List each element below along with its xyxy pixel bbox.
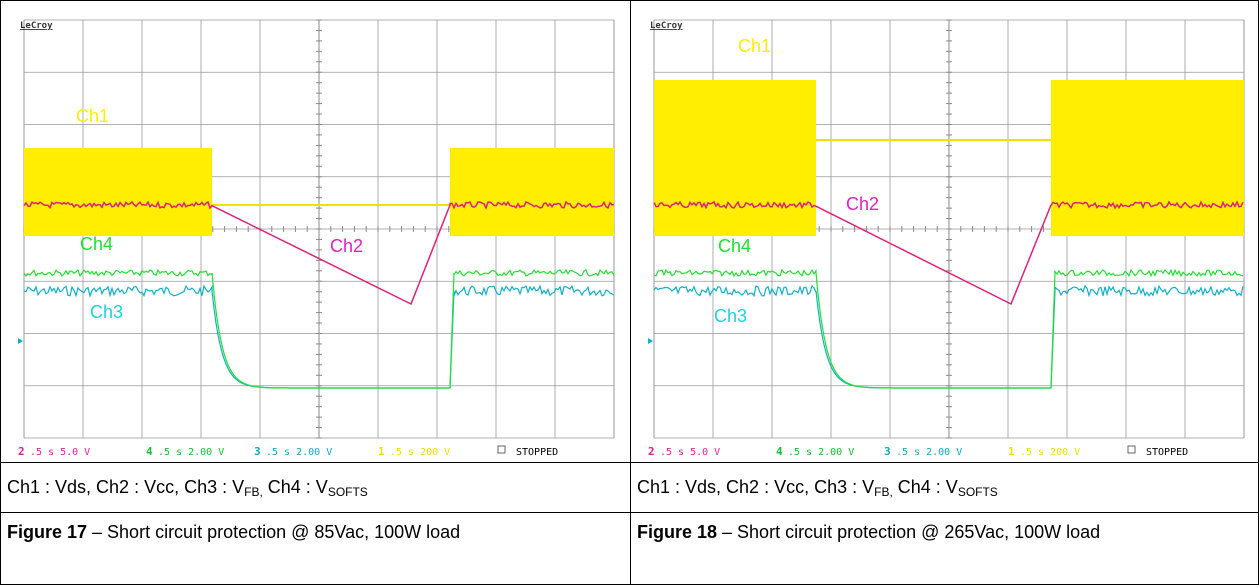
brand: LeCroy (20, 21, 53, 31)
status-channel: 1 (1008, 445, 1015, 458)
channel-label: Ch1 (738, 36, 771, 56)
ch1-trace (654, 80, 816, 236)
caption-sub: FB, (244, 485, 263, 499)
trace (653, 268, 1244, 389)
caption-text: Ch1 : Vds, Ch2 : Vcc, Ch3 : V (637, 477, 875, 497)
channel-label: Ch3 (90, 302, 123, 322)
status-box (497, 445, 506, 454)
status-channel: 3 (254, 445, 261, 458)
caption-cell: Ch1 : Vds, Ch2 : Vcc, Ch3 : VFB, Ch4 : V… (630, 462, 1259, 513)
channel-label: Ch4 (80, 234, 113, 254)
oscilloscope-screen: LeCroy Ch1 Ch2 Ch3 Ch4 2 .5 s 5.0 V 4 .5 s 2.00 … (648, 18, 1245, 460)
oscilloscope-screen: LeCroy Ch1 Ch2 Ch3 Ch4 2 .5 s 5.0 V 4 .5 s 2.00 … (18, 18, 615, 460)
trace (23, 284, 615, 389)
status-box (1127, 445, 1136, 454)
figure-title-cell: Figure 18 – Short circuit protection @ 2… (630, 512, 1259, 585)
status-setting: .5 s 5.0 V (660, 447, 720, 458)
status-setting: .5 s 2.00 V (158, 447, 224, 458)
figure-title-cell: Figure 17 – Short circuit protection @ 8… (0, 512, 631, 585)
caption-sub: SOFTS (957, 485, 998, 499)
ch2-trace (653, 200, 1244, 306)
caption-text: Ch1 : Vds, Ch2 : Vcc, Ch3 : V (7, 477, 245, 497)
status-setting: .5 s 2.00 V (788, 447, 854, 458)
caption-cell: Ch1 : Vds, Ch2 : Vcc, Ch3 : VFB, Ch4 : V… (0, 462, 631, 513)
marker (648, 338, 653, 344)
status-channel: 2 (18, 445, 25, 458)
channel-label: Ch4 (718, 236, 751, 256)
status-setting: .5 s 200 V (390, 447, 450, 458)
channel-label: Ch2 (330, 236, 363, 256)
status-channel: 3 (884, 445, 891, 458)
figure-label: Figure 18 (637, 522, 718, 542)
figure-text: – Short circuit protection @ 265Vac, 100… (717, 522, 1101, 542)
marker (18, 338, 23, 344)
figure-label: Figure 17 (7, 522, 88, 542)
ch2-trace (23, 200, 615, 306)
brand: LeCroy (650, 21, 683, 31)
status-setting: .5 s 200 V (1020, 447, 1080, 458)
ch1-trace (450, 148, 614, 236)
ch1-trace (1051, 80, 1244, 236)
channel-label: Ch1 (76, 106, 109, 126)
caption-text: Ch4 : V (892, 477, 958, 497)
figure-text: – Short circuit protection @ 85Vac, 100W… (87, 522, 461, 542)
status-channel: 2 (648, 445, 655, 458)
status-channel: 1 (378, 445, 385, 458)
caption-sub: FB, (874, 485, 893, 499)
trace (23, 268, 615, 389)
status-setting: .5 s 5.0 V (30, 447, 90, 458)
status-channel: 4 (776, 445, 783, 458)
caption-sub: SOFTS (327, 485, 368, 499)
channel-label: Ch2 (846, 194, 879, 214)
status-setting: .5 s 2.00 V (266, 447, 332, 458)
status-state: STOPPED (516, 447, 558, 458)
status-setting: .5 s 2.00 V (896, 447, 962, 458)
status-channel: 4 (146, 445, 153, 458)
caption-text: Ch4 : V (262, 477, 328, 497)
status-state: STOPPED (1146, 447, 1188, 458)
ch1-trace (24, 148, 212, 236)
channel-label: Ch3 (714, 306, 747, 326)
